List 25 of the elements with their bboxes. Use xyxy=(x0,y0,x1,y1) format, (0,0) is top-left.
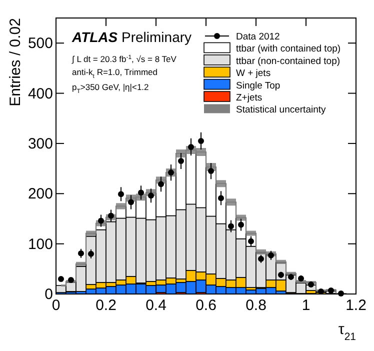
legend-label: ttbar (non-contained top) xyxy=(236,56,340,67)
x-axis-title: τ$_{21}$ xyxy=(338,321,356,343)
y-tick-label: 400 xyxy=(28,85,53,102)
y-tick-label: 100 xyxy=(28,236,53,253)
legend-label: Single Top xyxy=(236,80,280,92)
annotation: anti-k$_{t}$ R=1.0, Trimmed xyxy=(72,67,158,80)
y-axis-title: Entries / 0.02 xyxy=(7,18,24,106)
x-tick-label: 0.2 xyxy=(96,297,116,314)
legend-label: W + jets xyxy=(236,68,271,80)
x-tick-label: 0.4 xyxy=(146,297,166,314)
annotation: ∫ L dt = 20.3 fb$^{-1}$, √s = 8 TeV xyxy=(71,54,177,64)
x-tick-label: 1.2 xyxy=(346,297,366,314)
y-tick-label: 200 xyxy=(28,186,53,203)
legend-label: Statistical uncertainty xyxy=(236,104,326,116)
y-tick-label: 0 xyxy=(44,286,53,303)
y-tick-label: 300 xyxy=(28,135,53,152)
legend-label: Z+jets xyxy=(236,92,262,104)
annotation: p$_{T}$>350 GeV, |η|<1.2 xyxy=(72,82,150,95)
annotation: ATLAS Preliminary xyxy=(71,29,192,45)
legend-label: Data 2012 xyxy=(236,32,280,42)
legend-label: ttbar (with contained top) xyxy=(236,44,341,55)
y-tick-label: 500 xyxy=(28,35,53,52)
x-tick-label: 1 xyxy=(302,297,310,314)
x-tick-label: 0.6 xyxy=(196,297,216,314)
x-tick-label: 0.8 xyxy=(246,297,266,314)
